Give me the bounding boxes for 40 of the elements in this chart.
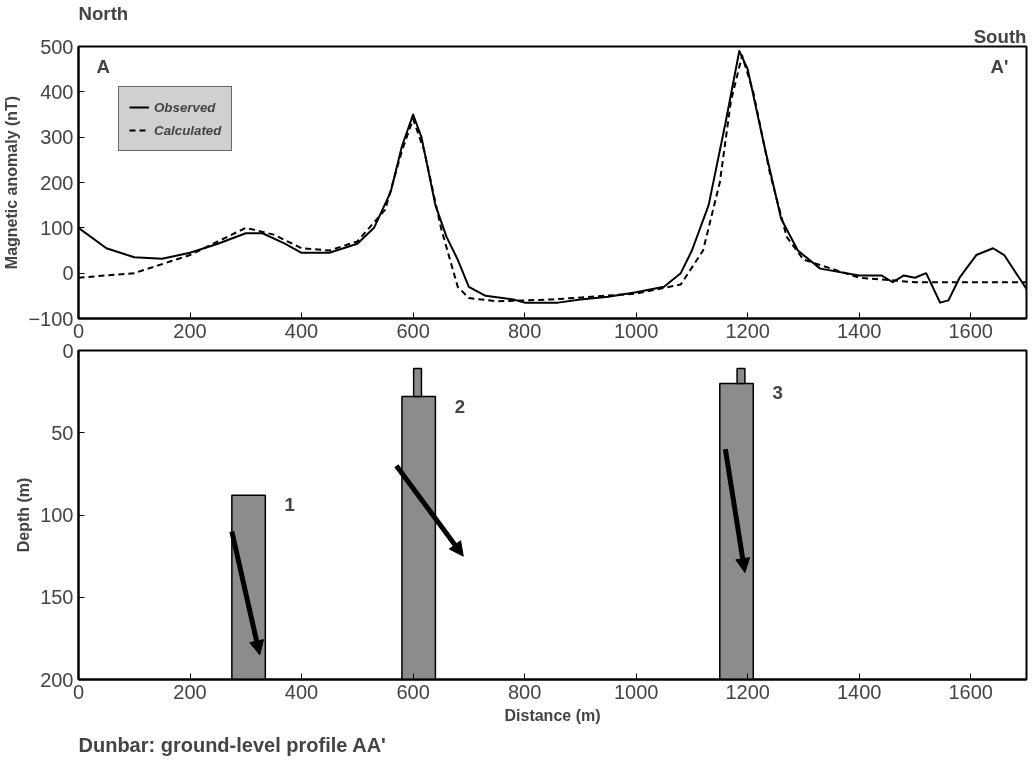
x-tick-label: 1600 (948, 319, 993, 342)
x-tick-label: 1200 (725, 680, 770, 703)
x-tick-label: 400 (284, 319, 319, 342)
x-tick-label: 1200 (725, 319, 770, 342)
x-tick-label: 600 (396, 680, 430, 703)
annotation: A' (990, 55, 1009, 77)
x-tick-label: 600 (396, 319, 430, 342)
x-tick-label: 1400 (836, 319, 882, 342)
y-tick-label: 150 (40, 586, 74, 609)
x-tick-label: 1400 (836, 680, 882, 703)
y-tick-label: 100 (40, 504, 74, 526)
x-tick-label: 200 (173, 680, 207, 703)
annotation: A (96, 55, 110, 77)
y-tick-label: 500 (40, 35, 74, 58)
y-tick-label: 0 (62, 262, 74, 285)
annotation: South (973, 25, 1027, 47)
legend-label: Observed (154, 99, 216, 115)
x-axis-title: Distance (m) (504, 706, 601, 724)
y-tick-label: 0 (62, 339, 74, 362)
y-tick-label: −100 (28, 307, 74, 330)
text: North (78, 2, 129, 24)
x-tick-label: 800 (507, 319, 542, 342)
y-axis-title: Depth (m) (15, 477, 33, 553)
annotation: 1 (284, 494, 295, 516)
x-tick-label: 400 (284, 680, 319, 703)
y-axis-title: Magnetic anomaly (nT) (3, 95, 21, 270)
y-tick-label: 100 (40, 216, 74, 239)
text: Dunbar: ground-level profile AA' (78, 733, 386, 756)
annotation: 3 (772, 382, 783, 404)
y-tick-label: 300 (40, 126, 74, 149)
annotation: 2 (454, 395, 466, 417)
y-tick-label: 400 (40, 80, 74, 103)
x-tick-label: 1000 (613, 680, 659, 703)
x-tick-label: 800 (507, 680, 542, 703)
x-tick-label: 1600 (948, 680, 993, 703)
legend-label: Calculated (154, 122, 222, 138)
x-tick-label: 1000 (613, 319, 659, 342)
x-tick-label: 200 (173, 319, 207, 342)
y-tick-label: 200 (40, 171, 74, 194)
y-tick-label: 50 (51, 421, 74, 444)
